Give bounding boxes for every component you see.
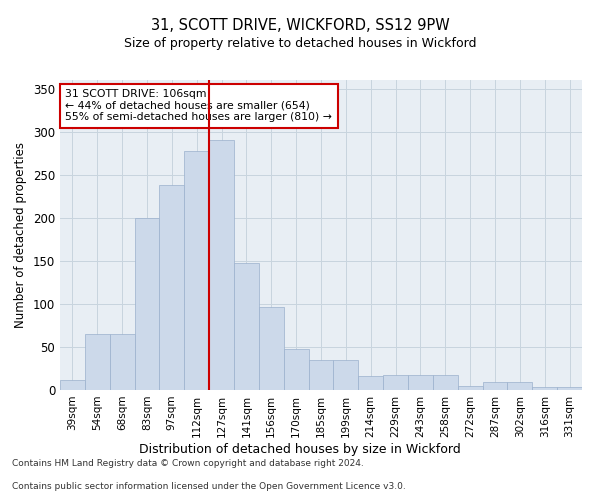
Bar: [508, 382, 532, 390]
Text: 31, SCOTT DRIVE, WICKFORD, SS12 9PW: 31, SCOTT DRIVE, WICKFORD, SS12 9PW: [151, 18, 449, 32]
Bar: [458, 386, 482, 390]
Text: Contains HM Land Registry data © Crown copyright and database right 2024.: Contains HM Land Registry data © Crown c…: [12, 458, 364, 468]
Text: Distribution of detached houses by size in Wickford: Distribution of detached houses by size …: [139, 442, 461, 456]
Bar: [160, 185, 184, 390]
Bar: [284, 348, 308, 390]
Text: Contains public sector information licensed under the Open Government Licence v3: Contains public sector information licen…: [12, 482, 406, 491]
Bar: [383, 374, 408, 390]
Bar: [433, 374, 458, 390]
Bar: [60, 380, 85, 390]
Bar: [557, 388, 582, 390]
Bar: [259, 308, 284, 390]
Bar: [358, 376, 383, 390]
Bar: [134, 218, 160, 390]
Bar: [408, 374, 433, 390]
Bar: [532, 386, 557, 390]
Bar: [110, 334, 134, 390]
Bar: [209, 140, 234, 390]
Bar: [234, 262, 259, 390]
Bar: [184, 150, 209, 390]
Bar: [308, 360, 334, 390]
Text: Size of property relative to detached houses in Wickford: Size of property relative to detached ho…: [124, 38, 476, 51]
Bar: [482, 382, 508, 390]
Text: 31 SCOTT DRIVE: 106sqm
← 44% of detached houses are smaller (654)
55% of semi-de: 31 SCOTT DRIVE: 106sqm ← 44% of detached…: [65, 90, 332, 122]
Bar: [334, 360, 358, 390]
Bar: [85, 334, 110, 390]
Y-axis label: Number of detached properties: Number of detached properties: [14, 142, 28, 328]
